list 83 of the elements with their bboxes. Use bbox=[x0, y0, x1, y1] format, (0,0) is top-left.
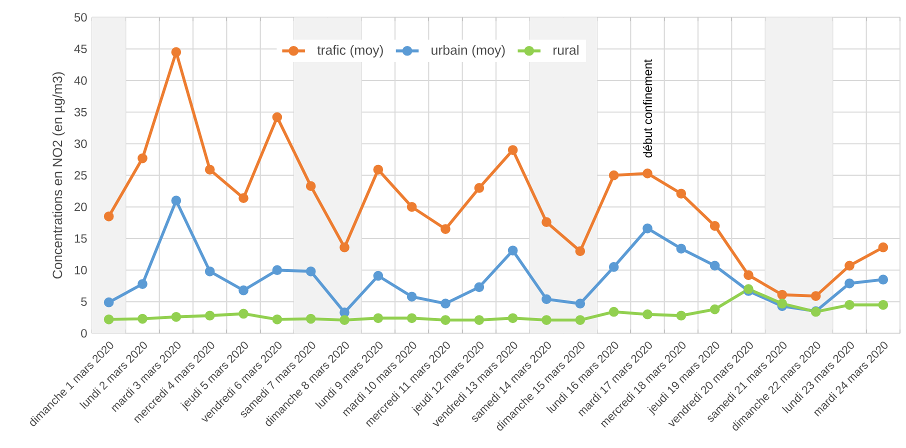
point bbox=[608, 306, 619, 317]
point bbox=[508, 246, 518, 256]
point bbox=[844, 260, 854, 271]
point bbox=[340, 315, 350, 325]
point bbox=[171, 196, 182, 206]
annotation: début confinement bbox=[643, 59, 652, 158]
point bbox=[474, 315, 484, 325]
point bbox=[810, 291, 821, 301]
point bbox=[373, 270, 384, 281]
point bbox=[878, 300, 888, 310]
point bbox=[608, 262, 619, 272]
point bbox=[878, 274, 888, 285]
point bbox=[676, 310, 686, 321]
legend-label: trafic (moy) bbox=[317, 45, 383, 58]
point bbox=[171, 47, 182, 58]
point bbox=[440, 315, 450, 325]
point bbox=[508, 313, 518, 324]
point bbox=[204, 310, 215, 321]
point bbox=[642, 168, 652, 178]
point bbox=[878, 242, 888, 252]
point bbox=[138, 153, 148, 164]
y-tick-label: 20 bbox=[74, 202, 87, 212]
point bbox=[676, 188, 686, 199]
point bbox=[238, 308, 248, 319]
point bbox=[406, 202, 417, 212]
point bbox=[542, 294, 552, 304]
point bbox=[373, 313, 384, 324]
point bbox=[171, 312, 182, 322]
y-tick-label: 45 bbox=[74, 44, 87, 54]
y-tick-label: 0 bbox=[81, 329, 87, 338]
point bbox=[138, 279, 148, 289]
point bbox=[710, 260, 720, 271]
point bbox=[238, 285, 248, 296]
point bbox=[474, 282, 484, 292]
point bbox=[474, 183, 484, 193]
point bbox=[440, 224, 450, 234]
point bbox=[306, 266, 316, 276]
point bbox=[204, 266, 215, 276]
point bbox=[777, 298, 788, 309]
point bbox=[306, 181, 316, 191]
legend-label: rural bbox=[554, 45, 578, 55]
point bbox=[406, 313, 417, 324]
point bbox=[104, 297, 114, 308]
point bbox=[340, 308, 350, 318]
point bbox=[542, 315, 552, 325]
point bbox=[608, 170, 619, 180]
point bbox=[542, 217, 552, 228]
point bbox=[744, 270, 754, 280]
legend-label: urbain (moy) bbox=[432, 45, 505, 58]
point bbox=[575, 298, 586, 309]
point bbox=[575, 246, 586, 256]
point bbox=[204, 164, 215, 175]
point bbox=[238, 193, 248, 204]
point bbox=[340, 242, 350, 252]
point bbox=[138, 314, 148, 324]
point bbox=[406, 292, 417, 302]
point bbox=[844, 300, 854, 310]
point bbox=[642, 309, 652, 320]
y-tick-label: 5 bbox=[81, 298, 87, 306]
point bbox=[642, 223, 652, 234]
y-tick-label: 25 bbox=[74, 171, 87, 180]
y-tick-label: 30 bbox=[74, 139, 87, 148]
point bbox=[844, 278, 854, 288]
point bbox=[676, 244, 686, 254]
y-tick-label: 15 bbox=[74, 234, 87, 243]
point bbox=[440, 298, 450, 309]
point bbox=[104, 211, 114, 222]
y-tick-label: 40 bbox=[74, 76, 87, 85]
point bbox=[272, 265, 282, 276]
y-axis-title: Concentrations en NO2 (en µg/m3) bbox=[52, 72, 65, 279]
point bbox=[575, 315, 586, 325]
point bbox=[272, 112, 282, 122]
point bbox=[710, 304, 720, 314]
point bbox=[710, 220, 720, 231]
y-tick-label: 10 bbox=[74, 266, 87, 274]
point bbox=[104, 314, 114, 324]
point bbox=[306, 314, 316, 324]
y-tick-label: 50 bbox=[74, 13, 87, 22]
point bbox=[508, 145, 518, 155]
point bbox=[777, 290, 788, 300]
y-tick-label: 35 bbox=[74, 108, 87, 116]
point bbox=[373, 164, 384, 175]
point bbox=[272, 314, 282, 324]
